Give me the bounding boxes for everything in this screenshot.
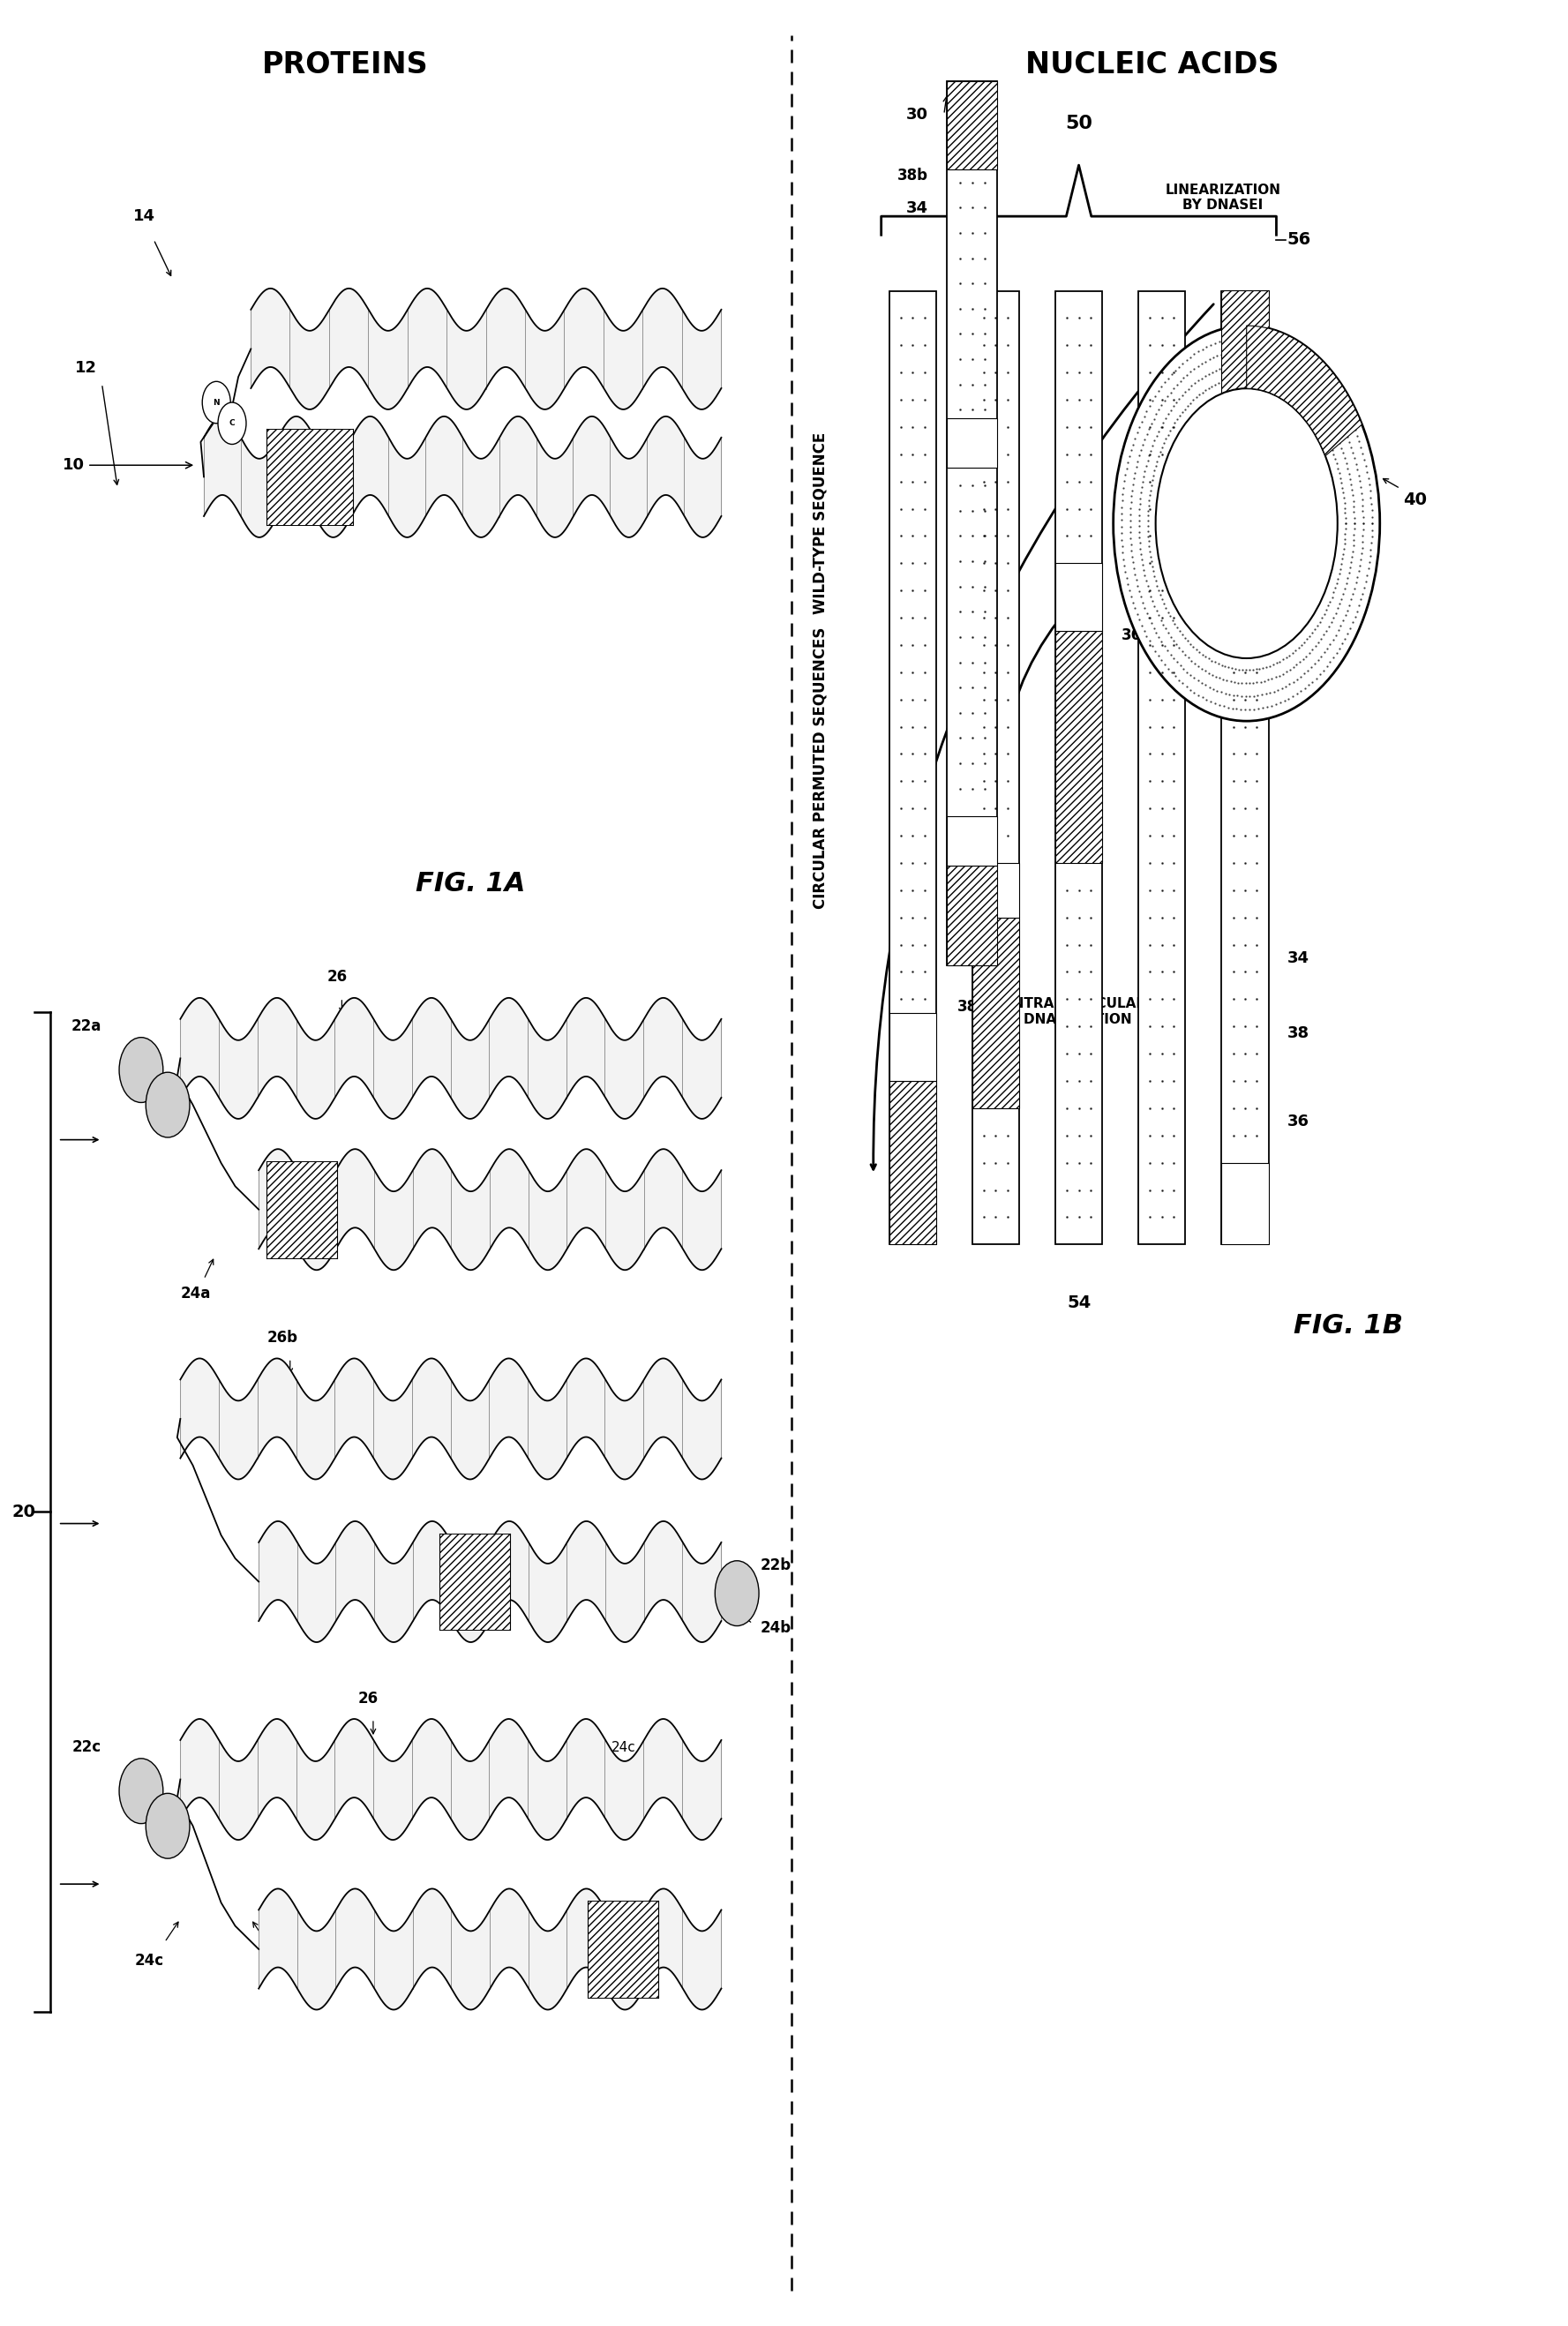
Circle shape [202,381,230,423]
Text: 10: 10 [63,458,191,472]
Text: LINEARIZATION
BY DNASEI: LINEARIZATION BY DNASEI [1165,184,1281,212]
Text: 36: 36 [1121,628,1142,642]
Text: 34: 34 [1287,951,1309,965]
Text: 24b: 24b [760,1621,792,1638]
Text: 38: 38 [906,714,928,730]
Text: 38: 38 [1287,1026,1309,1042]
Polygon shape [1247,326,1363,456]
Text: 34: 34 [906,200,928,216]
Bar [267,1161,337,1258]
Circle shape [1156,388,1338,658]
Text: FIG. 1A: FIG. 1A [416,870,525,898]
Bar [267,428,353,526]
Text: 26: 26 [326,970,348,986]
Bar [972,863,1019,916]
Text: INTRAMOLECULAR
DNA LIGATION: INTRAMOLECULAR DNA LIGATION [1008,998,1148,1026]
Text: 38a: 38a [956,1000,988,1014]
Text: 54: 54 [1066,1293,1091,1312]
Text: C: C [229,419,235,428]
Text: 32: 32 [906,770,928,786]
Text: PROTEINS: PROTEINS [262,51,428,79]
Text: 38b: 38b [897,167,928,184]
Bar [1138,291,1185,1244]
Text: 20: 20 [11,1503,36,1521]
Bar [889,1082,936,1244]
Bar [889,1012,936,1082]
Circle shape [119,1037,163,1103]
Text: 24c: 24c [135,1954,163,1970]
Text: 24c: 24c [612,1965,641,1982]
Text: 32: 32 [1309,470,1330,484]
Text: 34: 34 [906,935,928,951]
Text: 22c: 22c [72,1740,100,1756]
Text: NUCLEIC ACIDS: NUCLEIC ACIDS [1025,51,1279,79]
Text: 24c: 24c [612,1740,637,1754]
Text: 22c: 22c [260,1954,289,1970]
Circle shape [715,1561,759,1626]
Text: 56: 56 [1287,230,1311,249]
Bar [1055,291,1102,1244]
Bar [1055,563,1102,630]
Text: 30: 30 [906,107,928,123]
Text: 14: 14 [133,209,155,226]
Text: FIG. 1B: FIG. 1B [1294,1312,1403,1340]
Text: WILD-TYPE SEQUENCE: WILD-TYPE SEQUENCE [812,433,828,614]
Circle shape [218,402,246,444]
Bar [1221,1163,1269,1244]
Circle shape [146,1072,190,1137]
Bar [947,81,997,965]
Circle shape [1113,326,1380,721]
Text: 50: 50 [1065,114,1093,133]
Bar [947,81,997,170]
Text: 12: 12 [75,361,97,377]
Bar [947,865,997,965]
Text: 36: 36 [906,649,928,663]
Bar [972,291,1019,1244]
Bar [1055,630,1102,863]
Bar [1221,291,1269,1244]
Bar [439,1533,510,1631]
Bar [588,1900,659,1998]
Text: CIRCULAR PERMUTED SEQUENCES: CIRCULAR PERMUTED SEQUENCES [812,626,828,909]
Bar [1221,291,1269,495]
Text: 32: 32 [906,891,928,907]
Circle shape [146,1793,190,1858]
Text: 36: 36 [1287,1114,1309,1130]
Bar [947,816,997,865]
Text: 24a: 24a [180,1286,212,1303]
Text: 26b: 26b [267,1330,298,1347]
Circle shape [119,1758,163,1824]
Text: 40: 40 [1403,491,1427,509]
Bar [947,419,997,468]
Text: 22a: 22a [71,1019,102,1035]
Text: 22b: 22b [760,1558,792,1575]
Bar [889,291,936,1244]
Text: 26: 26 [358,1691,379,1707]
Text: N: N [213,398,220,407]
Bar [972,916,1019,1107]
